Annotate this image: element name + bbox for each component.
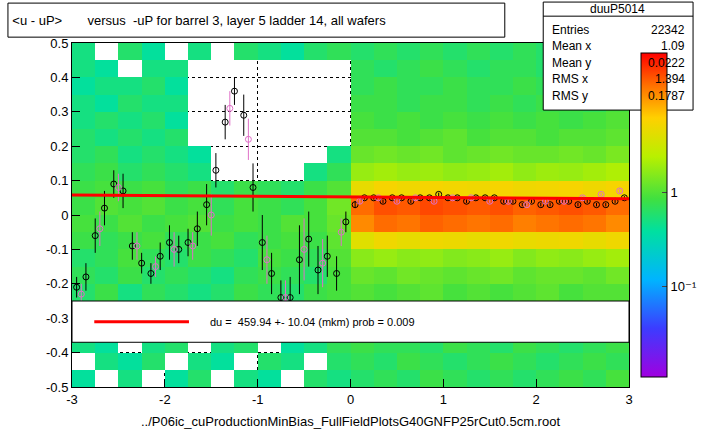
- svg-text:0.5: 0.5: [50, 36, 68, 51]
- svg-text:1: 1: [440, 392, 447, 407]
- svg-text:-3: -3: [66, 392, 78, 407]
- svg-text:Mean x: Mean x: [552, 39, 591, 53]
- svg-text:0.1787: 0.1787: [648, 89, 685, 103]
- svg-text:3: 3: [625, 392, 632, 407]
- svg-text:<u - uP> versus -uP for: <u - uP> versus -uP for barrel 3, layer …: [12, 13, 386, 28]
- svg-text:-0.4: -0.4: [46, 345, 68, 360]
- svg-text:../P06ic_cuProductionMinBias_F: ../P06ic_cuProductionMinBias_FullFieldPl…: [141, 414, 560, 429]
- svg-text:Mean y: Mean y: [552, 56, 591, 70]
- svg-text:RMS x: RMS x: [552, 72, 588, 86]
- svg-text:Entries: Entries: [552, 23, 589, 37]
- svg-text:22342: 22342: [651, 23, 685, 37]
- svg-text:0.1: 0.1: [50, 173, 68, 188]
- svg-text:-1: -1: [252, 392, 264, 407]
- svg-text:-2: -2: [159, 392, 171, 407]
- svg-text:RMS y: RMS y: [552, 89, 588, 103]
- svg-text:duuP5014: duuP5014: [590, 2, 645, 16]
- svg-text:1.09: 1.09: [661, 39, 685, 53]
- svg-text:0: 0: [61, 208, 68, 223]
- svg-text:10⁻¹: 10⁻¹: [671, 279, 697, 294]
- svg-text:0.4: 0.4: [50, 70, 68, 85]
- svg-text:-0.3: -0.3: [46, 311, 68, 326]
- svg-text:1.394: 1.394: [655, 72, 685, 86]
- svg-text:-0.5: -0.5: [46, 380, 68, 395]
- svg-text:0.3: 0.3: [50, 104, 68, 119]
- svg-text:-0.1: -0.1: [46, 242, 68, 257]
- svg-text:0.0222: 0.0222: [648, 56, 685, 70]
- svg-text:-0.2: -0.2: [46, 276, 68, 291]
- svg-text:2: 2: [533, 392, 540, 407]
- svg-text:0: 0: [347, 392, 354, 407]
- svg-text:du = 459.94 +- 10.04 (mkm) pr: du = 459.94 +- 10.04 (mkm) prob = 0.009: [210, 316, 415, 328]
- svg-text:1: 1: [671, 185, 678, 200]
- svg-text:0.2: 0.2: [50, 139, 68, 154]
